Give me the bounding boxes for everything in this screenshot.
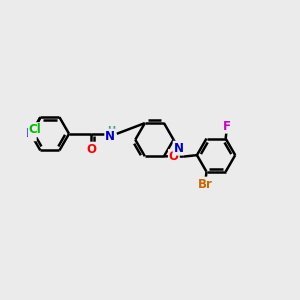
- Text: H: H: [107, 126, 115, 136]
- Text: O: O: [86, 142, 96, 156]
- Text: N: N: [174, 142, 184, 154]
- Text: N: N: [26, 127, 36, 140]
- Text: O: O: [169, 150, 179, 163]
- Text: Br: Br: [198, 178, 212, 190]
- Text: F: F: [223, 120, 231, 133]
- Text: Cl: Cl: [28, 123, 41, 136]
- Text: N: N: [105, 130, 115, 143]
